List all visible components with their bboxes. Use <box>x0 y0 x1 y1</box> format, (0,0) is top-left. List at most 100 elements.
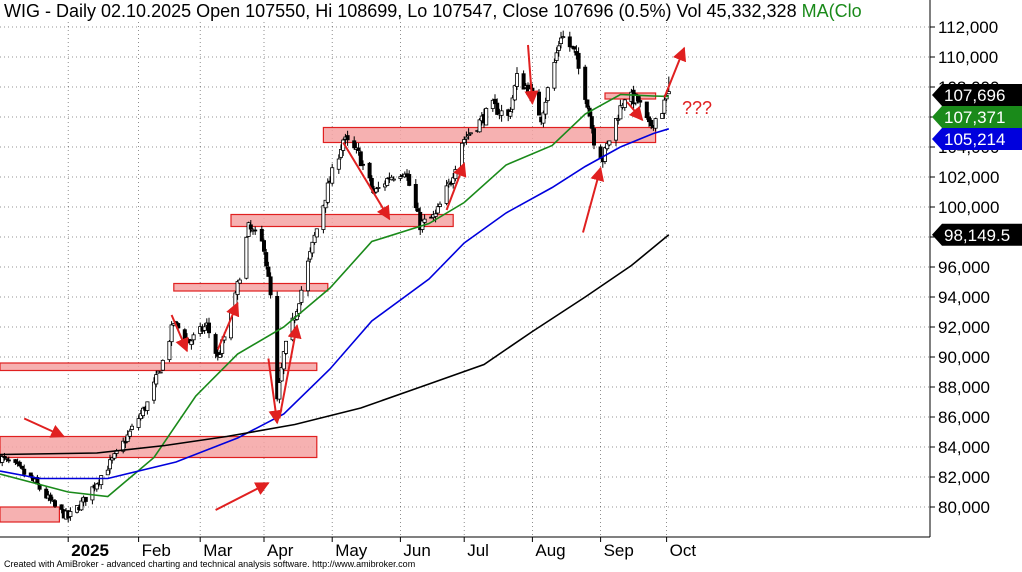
candle-body <box>453 169 458 180</box>
candle-body <box>281 351 286 370</box>
candle-body <box>158 371 163 374</box>
annotation-arrow <box>278 324 302 419</box>
candle-body <box>277 382 282 400</box>
price-zone <box>0 362 318 372</box>
price-tag: 98,149.5 <box>932 223 1022 246</box>
price-tag-bg <box>932 223 1022 246</box>
candle-body <box>585 99 590 108</box>
candle-body <box>145 401 150 411</box>
candle-body <box>13 459 18 463</box>
candle-body <box>559 37 564 44</box>
candle-body <box>605 143 610 150</box>
price-tag-label: 98,149.5 <box>944 226 1010 245</box>
support-resistance-zones <box>0 92 657 523</box>
price-tag-label: 107,371 <box>944 108 1005 127</box>
candle-body <box>127 430 132 437</box>
x-tick-label: Apr <box>267 541 294 560</box>
candle-body <box>217 354 222 358</box>
candle-body <box>462 139 467 144</box>
candle-body <box>614 118 619 141</box>
candle-body <box>492 98 497 105</box>
annotation-arrow <box>626 101 644 122</box>
candle-body <box>477 119 482 133</box>
candle-body <box>466 134 471 136</box>
candle-body <box>305 260 310 292</box>
ma-line <box>0 128 670 480</box>
candle-body <box>261 240 266 252</box>
y-tick-label: 102,000 <box>938 168 999 187</box>
header-ma-label: MA(Clo <box>801 1 862 21</box>
candle-body <box>499 110 504 116</box>
candle-body <box>6 459 11 462</box>
price-zone <box>230 213 454 228</box>
candle-body <box>561 36 566 38</box>
candle-body <box>649 120 654 127</box>
candle-body <box>356 147 361 151</box>
candle-body <box>268 276 273 296</box>
candle-body <box>151 381 156 401</box>
candle-body <box>90 486 95 501</box>
y-tick-label: 94,000 <box>938 288 990 307</box>
candle-body <box>213 334 218 354</box>
candle-body <box>592 128 597 146</box>
x-tick-label: Jul <box>467 541 489 560</box>
candle-body <box>422 218 427 223</box>
footer-credit: Created with AmiBroker - advanced charti… <box>4 559 416 569</box>
annotation-arrow <box>23 417 66 438</box>
candle-body <box>543 101 548 115</box>
candle-body <box>79 500 84 511</box>
candle-body <box>323 199 328 209</box>
candle-body <box>110 457 115 461</box>
price-tag: 105,214 <box>932 128 1022 150</box>
candle-body <box>189 340 194 346</box>
y-tick-label: 86,000 <box>938 408 990 427</box>
candle-body <box>2 455 7 458</box>
candle-body <box>647 116 652 123</box>
price-zone <box>173 282 329 292</box>
candle-body <box>638 100 643 103</box>
x-tick-label: Jun <box>403 541 430 560</box>
x-tick-label: Aug <box>535 541 565 560</box>
candle-body <box>19 466 24 469</box>
candle-body <box>338 149 343 158</box>
candle-body <box>154 374 159 385</box>
candle-body <box>259 228 264 242</box>
candle-body <box>4 457 9 460</box>
candle-body <box>385 178 390 186</box>
candle-body <box>616 118 621 121</box>
annotation-arrow <box>524 44 539 105</box>
header-symbol: WIG <box>4 1 40 21</box>
candle-body <box>576 52 581 69</box>
candle-body <box>140 407 145 417</box>
x-tick-label: May <box>335 541 368 560</box>
candle-body <box>556 45 561 51</box>
annotation-arrow <box>170 314 189 353</box>
candle-body <box>521 73 526 90</box>
candle-body <box>541 112 546 124</box>
annotation-arrow <box>215 482 270 511</box>
candle-body <box>464 136 469 140</box>
candle-body <box>510 97 515 110</box>
candle-body <box>589 116 594 129</box>
candle-body <box>297 303 302 314</box>
candle-body <box>94 483 99 490</box>
candle-body <box>235 281 240 295</box>
candle-body <box>644 101 649 119</box>
candle-body <box>160 359 165 371</box>
chart-header: WIG - Daily 02.10.2025 Open 107550, Hi 1… <box>4 1 862 22</box>
candle-body <box>275 295 280 400</box>
candle-body <box>358 151 363 167</box>
candle-body <box>444 185 449 204</box>
candle-body <box>376 187 381 189</box>
y-tick-label: 100,000 <box>938 198 999 217</box>
candle-body <box>435 206 440 214</box>
annotation-label: ??? <box>682 98 712 118</box>
price-zone <box>322 126 657 144</box>
candle-body <box>367 162 372 179</box>
candle-body <box>123 441 128 444</box>
y-tick-label: 92,000 <box>938 318 990 337</box>
candle-body <box>283 340 288 354</box>
candle-body <box>279 367 284 382</box>
candle-body <box>437 203 442 207</box>
